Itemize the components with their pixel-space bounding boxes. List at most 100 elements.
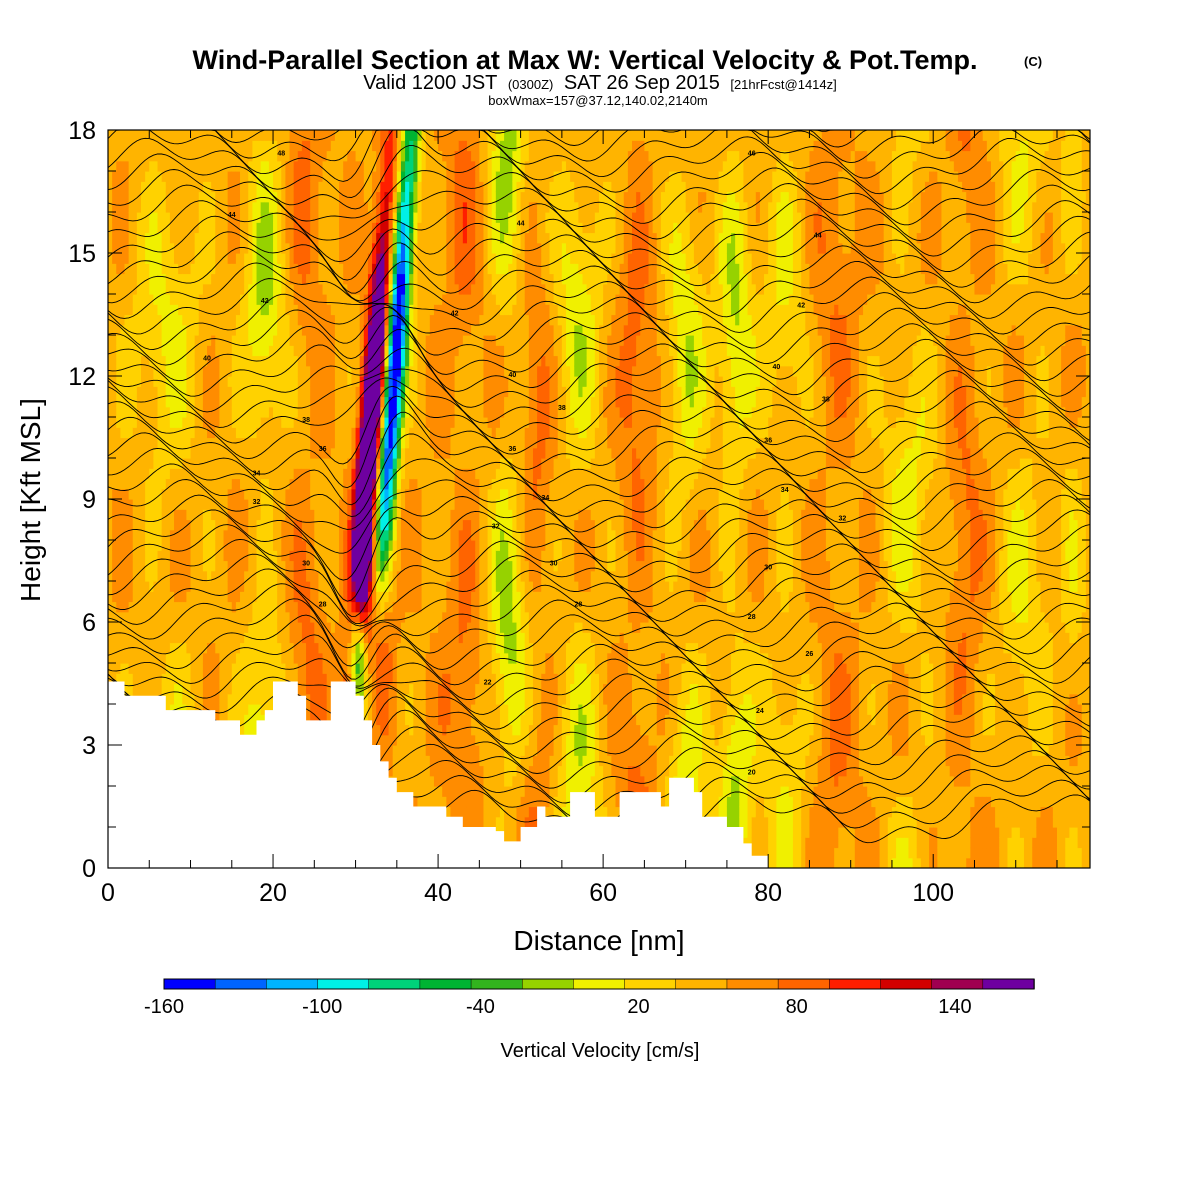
velocity-cell [322, 478, 328, 490]
velocity-cell [240, 232, 245, 244]
velocity-cell [207, 468, 212, 480]
velocity-cell [281, 140, 287, 152]
velocity-cell [190, 130, 196, 141]
velocity-cell [289, 324, 295, 336]
velocity-cell [108, 468, 113, 480]
velocity-cell [277, 550, 282, 562]
velocity-cell [157, 683, 163, 695]
velocity-cell [380, 560, 386, 572]
velocity-cell [174, 222, 179, 234]
velocity-cell [285, 591, 291, 603]
velocity-cell [165, 622, 171, 633]
velocity-cell [355, 294, 361, 305]
velocity-cell [190, 283, 196, 295]
velocity-cell [231, 201, 237, 213]
velocity-cell [268, 663, 274, 674]
velocity-cell [153, 324, 159, 336]
velocity-cell [355, 253, 361, 264]
velocity-cell [347, 642, 353, 654]
velocity-cell [141, 355, 146, 367]
velocity-cell [202, 345, 208, 357]
velocity-cell [149, 447, 154, 459]
velocity-cell [207, 447, 212, 459]
velocity-cell [116, 150, 121, 162]
velocity-cell [248, 355, 254, 367]
velocity-cell [202, 704, 208, 715]
velocity-cell [268, 212, 274, 223]
velocity-cell [293, 611, 299, 623]
velocity-cell [207, 478, 212, 490]
velocity-cell [339, 314, 344, 326]
velocity-cell [355, 396, 361, 408]
velocity-cell [388, 550, 394, 562]
velocity-cell [178, 468, 183, 480]
velocity-cell [359, 611, 365, 623]
velocity-cell [310, 294, 315, 305]
velocity-cell [367, 540, 373, 551]
velocity-cell [314, 253, 320, 264]
velocity-cell [384, 427, 390, 439]
velocity-cell [190, 683, 196, 695]
velocity-cell [231, 304, 237, 316]
velocity-cell [215, 550, 221, 562]
velocity-cell [211, 130, 216, 141]
velocity-cell [372, 550, 377, 562]
velocity-cell [198, 376, 204, 387]
velocity-cell [165, 570, 171, 582]
velocity-cell [182, 499, 187, 510]
velocity-cell [384, 222, 390, 234]
velocity-cell [136, 365, 142, 377]
velocity-cell [182, 478, 187, 490]
velocity-cell [211, 150, 216, 162]
velocity-cell [367, 263, 373, 275]
velocity-cell [289, 191, 295, 203]
velocity-cell [310, 673, 315, 685]
velocity-cell [355, 140, 361, 152]
velocity-cell [165, 212, 171, 223]
velocity-cell [120, 622, 126, 633]
velocity-cell [273, 437, 278, 449]
velocity-cell [112, 355, 117, 367]
velocity-cell [211, 652, 216, 664]
velocity-cell [256, 683, 262, 695]
velocity-cell [388, 294, 394, 305]
velocity-cell [351, 273, 357, 285]
velocity-cell [231, 632, 237, 644]
velocity-cell [330, 611, 336, 623]
velocity-cell [252, 294, 258, 305]
velocity-cell [359, 386, 365, 398]
velocity-cell [388, 519, 394, 531]
velocity-cell [376, 396, 381, 408]
velocity-cell [343, 447, 348, 459]
velocity-cell [330, 365, 336, 377]
velocity-cell [363, 171, 369, 182]
velocity-cell [149, 499, 154, 510]
velocity-cell [161, 201, 167, 213]
velocity-cell [141, 406, 146, 418]
velocity-cell [215, 447, 221, 459]
velocity-cell [297, 601, 303, 613]
velocity-cell [330, 652, 336, 664]
velocity-cell [211, 181, 216, 193]
velocity-cell [367, 447, 373, 459]
velocity-cell [388, 488, 394, 500]
velocity-cell [120, 478, 126, 490]
velocity-cell [178, 140, 183, 152]
velocity-cell [219, 468, 225, 480]
velocity-cell [120, 304, 126, 316]
velocity-cell [153, 212, 159, 223]
velocity-cell [334, 376, 340, 387]
velocity-cell [207, 365, 212, 377]
velocity-cell [248, 693, 254, 705]
velocity-cell [141, 591, 146, 603]
velocity-cell [347, 550, 353, 562]
velocity-cell [318, 478, 324, 490]
velocity-cell [256, 294, 262, 305]
velocity-cell [161, 181, 167, 193]
velocity-cell [169, 488, 175, 500]
velocity-cell [240, 294, 245, 305]
velocity-cell [169, 601, 175, 613]
velocity-cell [215, 150, 221, 162]
velocity-cell [120, 427, 126, 439]
velocity-cell [334, 140, 340, 152]
